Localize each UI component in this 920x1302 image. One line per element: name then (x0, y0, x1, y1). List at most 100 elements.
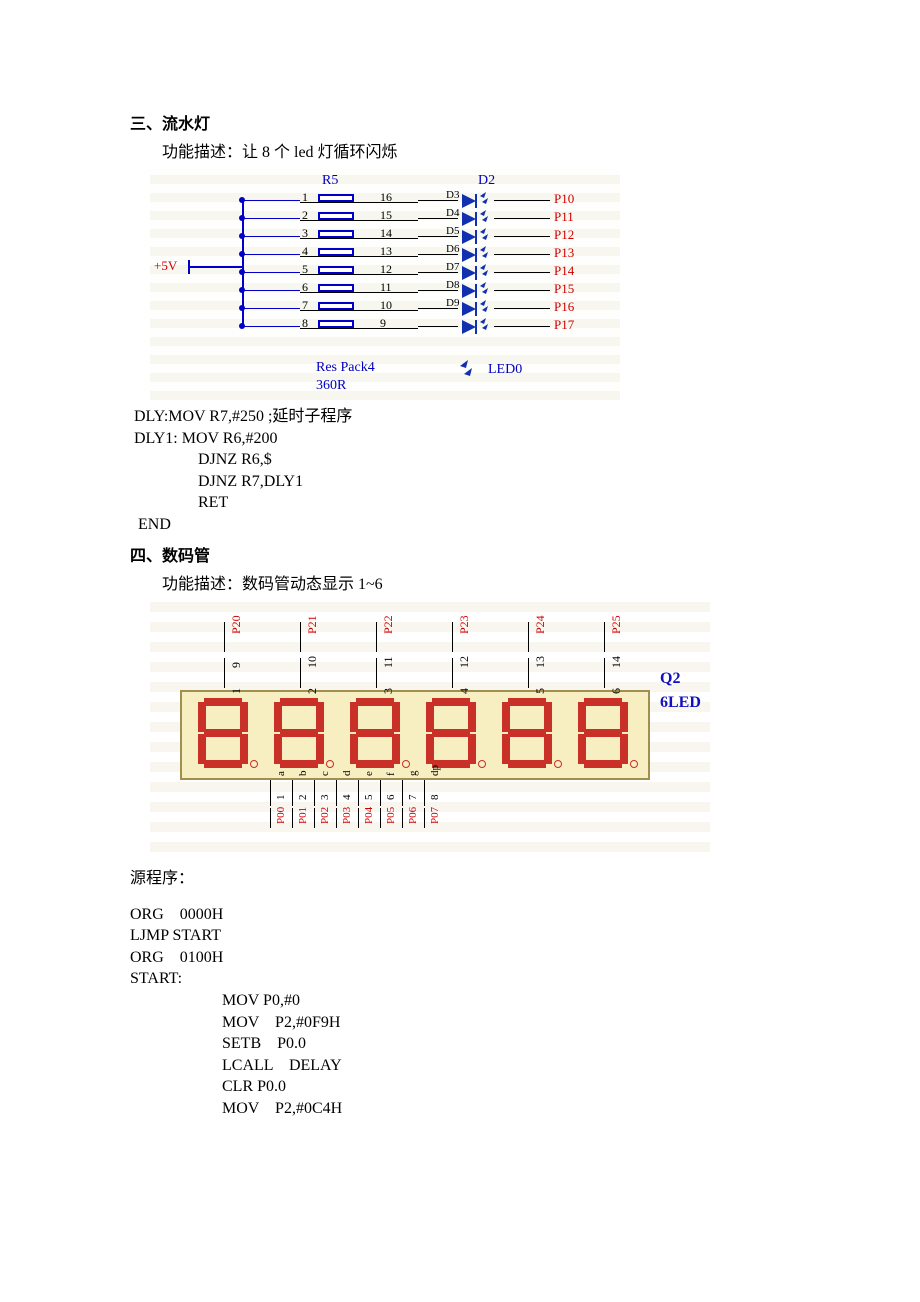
label-r5: R5 (322, 173, 338, 189)
led-icon-4 (458, 264, 494, 284)
led-icon-2 (458, 228, 494, 248)
top-port-0: P20 (229, 615, 244, 634)
led-icon-5 (458, 282, 494, 302)
bot-pin-7: 8 (429, 794, 441, 800)
code-line: END (130, 514, 790, 536)
led-icon-0 (458, 192, 494, 212)
code-line: DJNZ R6,$ (130, 449, 790, 471)
label-6led: 6LED (660, 694, 701, 712)
top-num-0: 9 (229, 662, 244, 668)
code-line: START: (130, 968, 790, 990)
led-icon-7 (458, 318, 494, 338)
top-pin-2: 3 (381, 688, 396, 694)
bot-pin-6: 7 (407, 794, 419, 800)
seg-label-dp: dp (429, 765, 441, 776)
code-block-dly: DLY:MOV R7,#250 ;延时子程序 DLY1: MOV R6,#200… (130, 406, 790, 536)
top-num-3: 12 (457, 656, 472, 668)
code-line: MOV P2,#0F9H (130, 1012, 790, 1034)
section4-desc: 功能描述：数码管动态显示 1~6 (162, 570, 790, 594)
bot-pin-2: 3 (319, 794, 331, 800)
port-P10: P10 (554, 191, 574, 207)
seg-label-a: a (275, 771, 287, 776)
bot-pin-3: 4 (341, 794, 353, 800)
bot-port-7: P07 (429, 806, 441, 823)
port-P11: P11 (554, 209, 574, 225)
label-led0: LED0 (488, 362, 522, 378)
bot-port-6: P06 (407, 806, 419, 823)
bot-port-2: P02 (319, 806, 331, 823)
code-line: ORG 0000H (130, 904, 790, 926)
code-line: DLY:MOV R7,#250 ;延时子程序 (130, 406, 790, 428)
seg-label-c: c (319, 771, 331, 776)
bot-port-1: P01 (297, 806, 309, 823)
seg-label-g: g (407, 770, 419, 776)
top-num-1: 10 (305, 656, 320, 668)
top-pin-4: 5 (533, 688, 548, 694)
bot-pin-5: 6 (385, 794, 397, 800)
resistor-7 (318, 320, 354, 328)
resistor-6 (318, 302, 354, 310)
led-icon-3 (458, 246, 494, 266)
top-num-2: 11 (381, 656, 396, 668)
top-port-1: P21 (305, 615, 320, 634)
code-line: MOV P0,#0 (130, 990, 790, 1012)
code-line: CLR P0.0 (130, 1076, 790, 1098)
top-port-4: P24 (533, 615, 548, 634)
port-P17: P17 (554, 317, 574, 333)
port-P12: P12 (554, 227, 574, 243)
code-line: ORG 0100H (130, 947, 790, 969)
port-P13: P13 (554, 245, 574, 261)
top-pin-1: 2 (305, 688, 320, 694)
top-pin-3: 4 (457, 688, 472, 694)
top-pin-0: 1 (229, 688, 244, 694)
source-label: 源程序： (130, 864, 790, 888)
resistor-4 (318, 266, 354, 274)
led-icon-6 (458, 300, 494, 320)
bot-port-0: P00 (275, 806, 287, 823)
bot-port-3: P03 (341, 806, 353, 823)
resistor-1 (318, 212, 354, 220)
bot-port-5: P05 (385, 806, 397, 823)
section3-desc: 功能描述：让 8 个 led 灯循环闪烁 (162, 138, 790, 162)
code-line: MOV P2,#0C4H (130, 1098, 790, 1120)
label-vcc: +5V (154, 258, 177, 274)
seg-label-d: d (341, 770, 353, 776)
top-port-3: P23 (457, 615, 472, 634)
code-line: LJMP START (130, 925, 790, 947)
bot-pin-0: 1 (275, 794, 287, 800)
top-port-5: P25 (609, 615, 624, 634)
seg-label-b: b (297, 770, 309, 776)
section3-title: 三、流水灯 (130, 110, 790, 134)
code-block-src: ORG 0000H LJMP START ORG 0100H START: MO… (130, 904, 790, 1120)
led-emit-icon (458, 360, 482, 380)
code-line: DJNZ R7,DLY1 (130, 471, 790, 493)
label-respack: Res Pack4 (316, 360, 375, 376)
diagram-led-array: R5D2116D3P10215D4P11314D5P12413D6P13512D… (150, 170, 620, 400)
seg-label-e: e (363, 771, 375, 776)
seg-label-f: f (385, 772, 397, 776)
section4-title: 四、数码管 (130, 542, 790, 566)
code-line: DLY1: MOV R6,#200 (130, 428, 790, 450)
label-q2: Q2 (660, 670, 680, 688)
resistor-0 (318, 194, 354, 202)
label-d2: D2 (478, 173, 495, 189)
top-port-2: P22 (381, 615, 396, 634)
port-P14: P14 (554, 263, 574, 279)
bot-pin-4: 5 (363, 794, 375, 800)
resistor-3 (318, 248, 354, 256)
code-line: LCALL DELAY (130, 1055, 790, 1077)
top-pin-5: 6 (609, 688, 624, 694)
label-resval: 360R (316, 378, 346, 394)
resistor-2 (318, 230, 354, 238)
led-icon-1 (458, 210, 494, 230)
top-num-5: 14 (609, 656, 624, 668)
bot-pin-1: 2 (297, 794, 309, 800)
diagram-7seg: Q26LEDP2091P21102P22113P23124P24135P2514… (150, 602, 710, 852)
top-num-4: 13 (533, 656, 548, 668)
code-line: RET (130, 492, 790, 514)
bot-port-4: P04 (363, 806, 375, 823)
code-line: SETB P0.0 (130, 1033, 790, 1055)
port-P15: P15 (554, 281, 574, 297)
port-P16: P16 (554, 299, 574, 315)
resistor-5 (318, 284, 354, 292)
